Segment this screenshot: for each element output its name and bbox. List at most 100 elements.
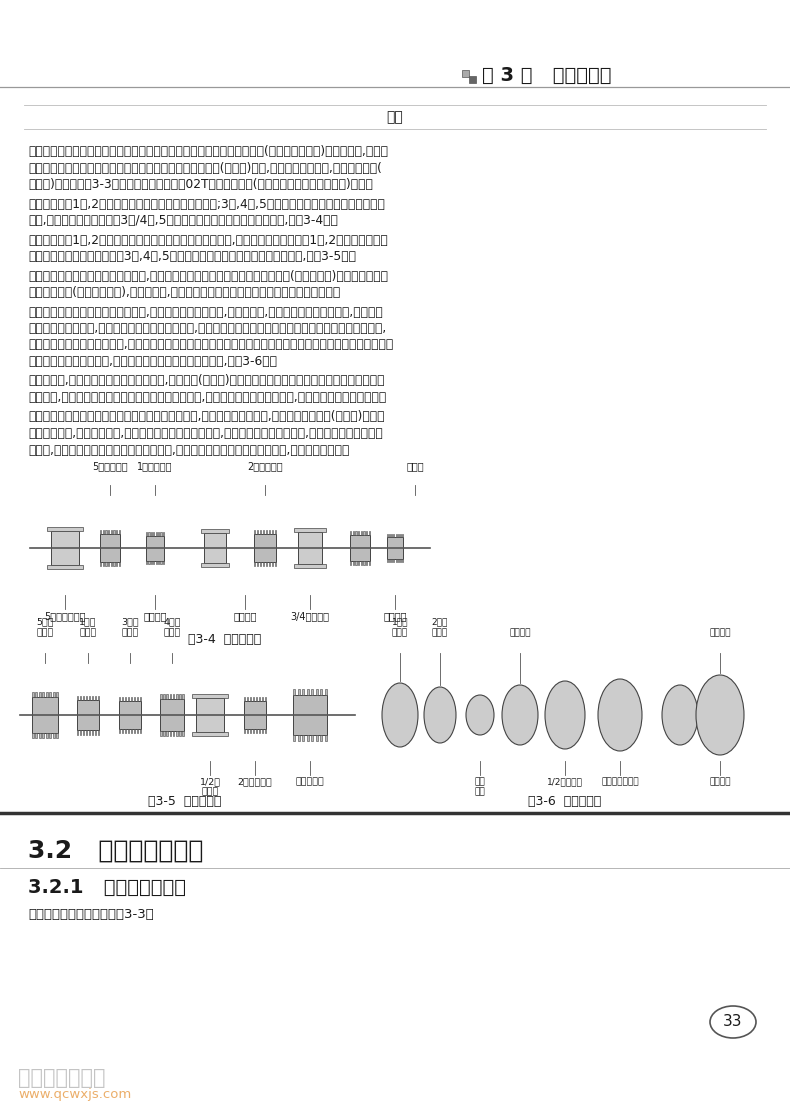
Text: 3.2   手动变速器分解: 3.2 手动变速器分解 — [28, 839, 203, 863]
FancyBboxPatch shape — [53, 733, 55, 739]
Text: 1挡主动齿轮: 1挡主动齿轮 — [137, 461, 173, 471]
Text: 同步环中内锥体: 同步环中内锥体 — [601, 777, 639, 786]
Text: 空套在该轴上(不用滚针轴承),可轴向滑动,空挡时与输入轴和输出轴的倒挡齿轮不在同一平面上: 空套在该轴上(不用滚针轴承),可轴向滑动,空挡时与输入轴和输出轴的倒挡齿轮不在同… — [28, 286, 340, 299]
FancyBboxPatch shape — [320, 735, 322, 741]
FancyBboxPatch shape — [358, 561, 359, 565]
FancyBboxPatch shape — [263, 530, 265, 534]
FancyBboxPatch shape — [32, 697, 58, 733]
FancyBboxPatch shape — [128, 697, 130, 701]
FancyBboxPatch shape — [158, 532, 160, 535]
FancyBboxPatch shape — [387, 533, 388, 537]
Text: 5挡齿轮同步器: 5挡齿轮同步器 — [44, 611, 86, 620]
FancyBboxPatch shape — [53, 691, 55, 697]
FancyBboxPatch shape — [260, 562, 261, 566]
Text: 倒挡轴：为实现汽车的倒退行驶,在输入轴的一侧还设置了一根较短的倒挡轴(图中未示出)。倒挡换向齿轮: 倒挡轴：为实现汽车的倒退行驶,在输入轴的一侧还设置了一根较短的倒挡轴(图中未示出… — [28, 269, 388, 283]
FancyBboxPatch shape — [43, 691, 44, 697]
FancyBboxPatch shape — [192, 732, 228, 736]
FancyBboxPatch shape — [95, 730, 96, 734]
Text: 外同步环: 外同步环 — [709, 628, 731, 637]
Text: 1/2挡同步器: 1/2挡同步器 — [547, 777, 583, 786]
FancyBboxPatch shape — [47, 565, 83, 569]
Text: 轴上,可以在输入轴上空转。3挡/4挡,5挡同步器通过花键与输入轴主动相连,如图3-4所示: 轴上,可以在输入轴上空转。3挡/4挡,5挡同步器通过花键与输入轴主动相连,如图3… — [28, 214, 338, 227]
Text: 图3-4  输入轴结构: 图3-4 输入轴结构 — [188, 633, 261, 646]
FancyBboxPatch shape — [389, 533, 390, 537]
FancyBboxPatch shape — [164, 731, 165, 735]
FancyBboxPatch shape — [119, 701, 141, 729]
FancyBboxPatch shape — [391, 559, 393, 562]
FancyBboxPatch shape — [298, 689, 299, 696]
FancyBboxPatch shape — [88, 696, 90, 700]
FancyBboxPatch shape — [153, 532, 154, 535]
Text: 当同步环内锥面与待接合齿轮齿圈外锥面接触后,在摸擦力矩的作用下,齿轮转速迅速降低(或升高)到与同: 当同步环内锥面与待接合齿轮齿圈外锥面接触后,在摸擦力矩的作用下,齿轮转速迅速降低… — [28, 411, 385, 424]
FancyBboxPatch shape — [113, 562, 115, 566]
FancyBboxPatch shape — [293, 696, 327, 735]
FancyBboxPatch shape — [400, 559, 401, 562]
FancyBboxPatch shape — [36, 691, 37, 697]
Text: 图3-6  同步器结构: 图3-6 同步器结构 — [529, 795, 602, 808]
FancyBboxPatch shape — [311, 689, 314, 696]
FancyBboxPatch shape — [125, 729, 126, 733]
FancyBboxPatch shape — [316, 689, 318, 696]
FancyBboxPatch shape — [182, 694, 184, 699]
FancyBboxPatch shape — [43, 733, 44, 739]
FancyBboxPatch shape — [100, 562, 101, 566]
FancyBboxPatch shape — [83, 730, 85, 734]
FancyBboxPatch shape — [122, 697, 123, 701]
Text: 过花键主动连接在输出轴上。3挡,4挡,5挡被动齿轮同样通过花键连接在输出轴上,如图3-5所示: 过花键主动连接在输出轴上。3挡,4挡,5挡被动齿轮同样通过花键连接在输出轴上,如… — [28, 250, 356, 263]
FancyBboxPatch shape — [257, 530, 258, 534]
FancyBboxPatch shape — [244, 701, 266, 729]
Text: 5挡主动齿轮: 5挡主动齿轮 — [92, 461, 128, 471]
FancyBboxPatch shape — [397, 533, 399, 537]
FancyBboxPatch shape — [352, 561, 354, 565]
FancyBboxPatch shape — [325, 689, 327, 696]
FancyBboxPatch shape — [119, 697, 120, 701]
Text: 3/4挡同步器: 3/4挡同步器 — [291, 611, 329, 620]
Text: 换挡齿轮: 换挡齿轮 — [510, 628, 531, 637]
FancyBboxPatch shape — [275, 530, 276, 534]
Text: 输入轴: 输入轴 — [406, 461, 423, 471]
FancyBboxPatch shape — [397, 559, 399, 562]
FancyBboxPatch shape — [402, 533, 403, 537]
FancyBboxPatch shape — [247, 729, 248, 733]
Text: 2挡被动齿轮: 2挡被动齿轮 — [238, 777, 273, 786]
FancyBboxPatch shape — [56, 733, 58, 739]
FancyBboxPatch shape — [254, 534, 276, 562]
FancyBboxPatch shape — [111, 530, 112, 534]
FancyBboxPatch shape — [160, 731, 162, 735]
FancyBboxPatch shape — [244, 697, 246, 701]
FancyBboxPatch shape — [320, 689, 322, 696]
FancyBboxPatch shape — [389, 559, 390, 562]
FancyBboxPatch shape — [160, 532, 162, 535]
FancyBboxPatch shape — [295, 528, 325, 532]
FancyBboxPatch shape — [393, 533, 394, 537]
FancyBboxPatch shape — [325, 735, 327, 741]
FancyBboxPatch shape — [257, 562, 258, 566]
FancyBboxPatch shape — [160, 699, 184, 731]
FancyBboxPatch shape — [122, 729, 123, 733]
Text: 通过同步器使将要噜合的齿轮,达到一致的转速而顺利噜合换挡。同步器有常压式和惯性式。目前全部同步式变速: 通过同步器使将要噜合的齿轮,达到一致的转速而顺利噜合换挡。同步器有常压式和惯性式… — [28, 339, 393, 351]
Text: 续表: 续表 — [386, 110, 404, 124]
FancyBboxPatch shape — [369, 531, 370, 535]
Text: 33: 33 — [724, 1015, 743, 1030]
FancyBboxPatch shape — [108, 562, 109, 566]
Ellipse shape — [502, 684, 538, 745]
FancyBboxPatch shape — [361, 561, 362, 565]
FancyBboxPatch shape — [95, 696, 96, 700]
FancyBboxPatch shape — [361, 531, 362, 535]
FancyBboxPatch shape — [269, 562, 270, 566]
FancyBboxPatch shape — [260, 530, 261, 534]
FancyBboxPatch shape — [176, 731, 178, 735]
FancyBboxPatch shape — [51, 531, 79, 565]
FancyBboxPatch shape — [350, 561, 352, 565]
FancyBboxPatch shape — [130, 697, 132, 701]
FancyBboxPatch shape — [113, 530, 115, 534]
FancyBboxPatch shape — [302, 735, 304, 741]
Ellipse shape — [382, 683, 418, 747]
FancyBboxPatch shape — [254, 562, 255, 566]
Text: 产生摸擦,锥面摸擦使得待噜合的齿套与齿圈迅速同步,同时又会产生一种锁止作用,防止齿轮在同步前进行噜合: 产生摸擦,锥面摸擦使得待噜合的齿套与齿圈迅速同步,同时又会产生一种锁止作用,防止… — [28, 391, 386, 404]
FancyBboxPatch shape — [167, 694, 168, 699]
FancyBboxPatch shape — [192, 694, 228, 698]
FancyBboxPatch shape — [363, 561, 365, 565]
FancyBboxPatch shape — [160, 694, 162, 699]
FancyBboxPatch shape — [77, 696, 78, 700]
